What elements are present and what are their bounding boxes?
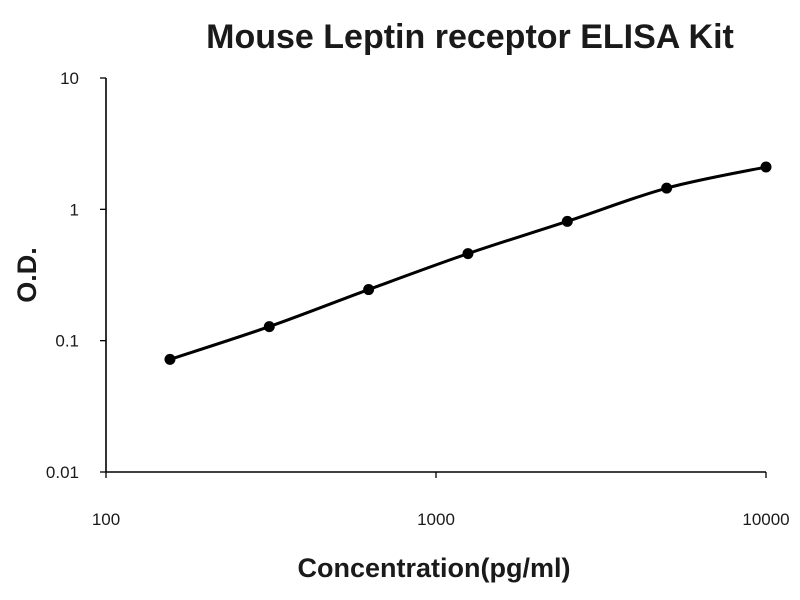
data-point xyxy=(561,215,573,227)
data-point xyxy=(760,161,772,173)
y-tick-label: 1 xyxy=(70,200,79,219)
data-points xyxy=(164,161,772,365)
y-axis-label: O.D. xyxy=(12,247,42,303)
chart-title: Mouse Leptin receptor ELISA Kit xyxy=(206,18,734,56)
y-tick-label: 0.1 xyxy=(55,332,79,351)
x-axis-label: Concentration(pg/ml) xyxy=(298,553,571,583)
data-point xyxy=(263,321,275,333)
data-point xyxy=(164,353,176,365)
y-tick-label: 0.01 xyxy=(46,463,79,482)
fitted-curve xyxy=(168,165,768,361)
data-point xyxy=(661,182,673,194)
axis-ticks: 0.01 0.1 1 10 100 1000 10000 xyxy=(46,69,790,529)
y-tick-label: 10 xyxy=(60,69,79,88)
axes xyxy=(105,78,766,473)
x-tick-label: 100 xyxy=(92,510,120,529)
standard-curve-line xyxy=(168,165,768,361)
x-tick-label: 10000 xyxy=(742,510,789,529)
data-point xyxy=(363,284,375,296)
x-tick-label: 1000 xyxy=(417,510,455,529)
data-point xyxy=(462,248,474,260)
